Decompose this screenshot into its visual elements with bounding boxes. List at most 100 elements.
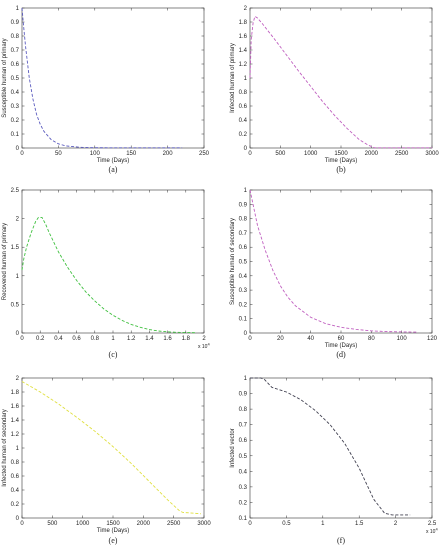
x-axis-exponent: x 104 bbox=[198, 342, 210, 351]
x-axis-label: Time (Days) bbox=[325, 158, 357, 164]
x-tick-label: 0 bbox=[20, 336, 24, 342]
y-axis-label: Infected human of primary bbox=[230, 43, 236, 113]
y-tick-label: 0.7 bbox=[239, 423, 248, 429]
y-tick-label: 0.1 bbox=[11, 132, 20, 138]
y-tick-label: 1 bbox=[244, 376, 248, 382]
x-tick-label: 1500 bbox=[106, 521, 120, 527]
y-tick-label: 0.7 bbox=[239, 231, 248, 237]
panel-caption: (f) bbox=[337, 536, 345, 545]
y-tick-label: 0 bbox=[244, 331, 248, 337]
x-tick-label: 50 bbox=[55, 151, 62, 157]
y-tick-label: 1 bbox=[16, 446, 20, 452]
x-tick-label: 0.6 bbox=[72, 336, 81, 342]
y-tick-label: 0.5 bbox=[239, 454, 248, 460]
x-tick-label: 100 bbox=[90, 151, 101, 157]
y-tick-label: 0.3 bbox=[239, 288, 248, 294]
x-tick-label: 1 bbox=[321, 521, 325, 527]
y-tick-label: 0.5 bbox=[11, 302, 20, 308]
y-tick-label: 0.2 bbox=[11, 118, 20, 124]
x-tick-label: 1000 bbox=[76, 521, 90, 527]
y-tick-label: 1.8 bbox=[239, 20, 248, 26]
y-tick-label: 0.5 bbox=[11, 76, 20, 82]
y-tick-label: 0 bbox=[16, 146, 20, 152]
y-tick-label: 0 bbox=[16, 331, 20, 337]
y-tick-label: 2 bbox=[16, 217, 20, 223]
y-tick-label: 0.2 bbox=[239, 500, 248, 506]
x-tick-label: 60 bbox=[338, 336, 345, 342]
x-axis-label: Time (Days) bbox=[325, 343, 357, 349]
x-tick-label: 150 bbox=[126, 151, 137, 157]
x-tick-label: 0.5 bbox=[282, 521, 291, 527]
x-axis-label: Time (Days) bbox=[97, 528, 129, 534]
x-tick-label: 0 bbox=[248, 521, 252, 527]
y-axis-label: Susceptible human of primary bbox=[2, 38, 8, 117]
panel-caption: (e) bbox=[109, 536, 118, 545]
plot-frame bbox=[249, 7, 433, 149]
y-tick-label: 0.2 bbox=[11, 502, 20, 508]
y-tick-label: 0.6 bbox=[11, 474, 20, 480]
x-tick-label: 1.5 bbox=[355, 521, 364, 527]
x-tick-label: 0.4 bbox=[54, 336, 63, 342]
plot-frame bbox=[249, 189, 433, 334]
series-line-1 bbox=[21, 7, 183, 149]
y-tick-label: 0.8 bbox=[239, 90, 248, 96]
y-tick-label: 0.1 bbox=[239, 317, 248, 323]
y-tick-label: 0.6 bbox=[239, 438, 248, 444]
panel-caption: (a) bbox=[109, 165, 118, 174]
y-tick-label: 0.8 bbox=[239, 407, 248, 413]
y-tick-label: 1.6 bbox=[239, 34, 248, 40]
y-tick-label: 1.6 bbox=[11, 404, 20, 410]
x-axis-label: Time (Days) bbox=[97, 158, 129, 164]
y-tick-label: 1.5 bbox=[11, 245, 20, 251]
y-axis-label: Recovered human of primary bbox=[2, 223, 8, 300]
x-tick-label: 0.2 bbox=[36, 336, 45, 342]
y-tick-label: 1.4 bbox=[239, 48, 248, 54]
x-tick-label: 2500 bbox=[395, 151, 409, 157]
x-axis-exponent: x 104 bbox=[426, 527, 438, 536]
x-tick-label: 0 bbox=[248, 336, 252, 342]
x-axis-exponent-power: 4 bbox=[207, 342, 210, 347]
x-tick-label: 1000 bbox=[304, 151, 318, 157]
y-tick-label: 0.4 bbox=[239, 469, 248, 475]
y-tick-label: 0.4 bbox=[239, 118, 248, 124]
y-axis-label: Susceptible human of secondary bbox=[230, 218, 236, 305]
y-tick-label: 0.4 bbox=[11, 488, 20, 494]
x-tick-label: 2500 bbox=[167, 521, 181, 527]
plot-frame bbox=[21, 377, 205, 519]
y-tick-label: 0.9 bbox=[239, 202, 248, 208]
x-tick-label: 2 bbox=[202, 336, 206, 342]
x-tick-label: 3000 bbox=[197, 521, 211, 527]
y-tick-label: 1.8 bbox=[11, 390, 20, 396]
x-tick-label: 20 bbox=[277, 336, 284, 342]
chart-panel-5: 0 500 1000 1500 2000 2500 3000 0 0.2 0.4 0.6 0.8 1 1.… bbox=[2, 376, 211, 545]
x-tick-label: 0.8 bbox=[91, 336, 100, 342]
x-tick-label: 1500 bbox=[334, 151, 348, 157]
x-tick-label: 0 bbox=[248, 151, 252, 157]
y-tick-label: 0.8 bbox=[11, 460, 20, 466]
y-tick-label: 0.9 bbox=[239, 392, 248, 398]
x-tick-label: 500 bbox=[275, 151, 286, 157]
y-tick-label: 2.5 bbox=[11, 188, 20, 194]
x-tick-label: 100 bbox=[397, 336, 408, 342]
panel-caption: (c) bbox=[109, 350, 118, 359]
panel-caption: (d) bbox=[336, 350, 346, 359]
y-tick-label: 1.4 bbox=[11, 418, 20, 424]
y-tick-label: 1 bbox=[244, 76, 248, 82]
y-tick-label: 0.3 bbox=[239, 485, 248, 491]
y-tick-label: 0.8 bbox=[239, 217, 248, 223]
y-axis-label: Infected human of secondary bbox=[2, 409, 8, 486]
x-tick-label: 2000 bbox=[365, 151, 379, 157]
y-tick-label: 0.4 bbox=[11, 90, 20, 96]
y-tick-label: 0.2 bbox=[239, 132, 248, 138]
x-tick-label: 2000 bbox=[137, 521, 151, 527]
chart-panel-6: 0 0.5 1 1.5 2 2.5 0.1 0.2 0.3 0.4 0.5 0.6 0.7 0.8 0.9 1… bbox=[230, 376, 438, 545]
x-tick-label: 120 bbox=[427, 336, 438, 342]
series-line-1 bbox=[21, 381, 202, 515]
y-tick-label: 0.1 bbox=[239, 516, 248, 522]
x-tick-label: 500 bbox=[47, 521, 58, 527]
y-tick-label: 0.6 bbox=[239, 245, 248, 251]
panel-caption: (b) bbox=[336, 165, 346, 174]
y-tick-label: 0.5 bbox=[239, 260, 248, 266]
x-tick-label: 200 bbox=[163, 151, 174, 157]
